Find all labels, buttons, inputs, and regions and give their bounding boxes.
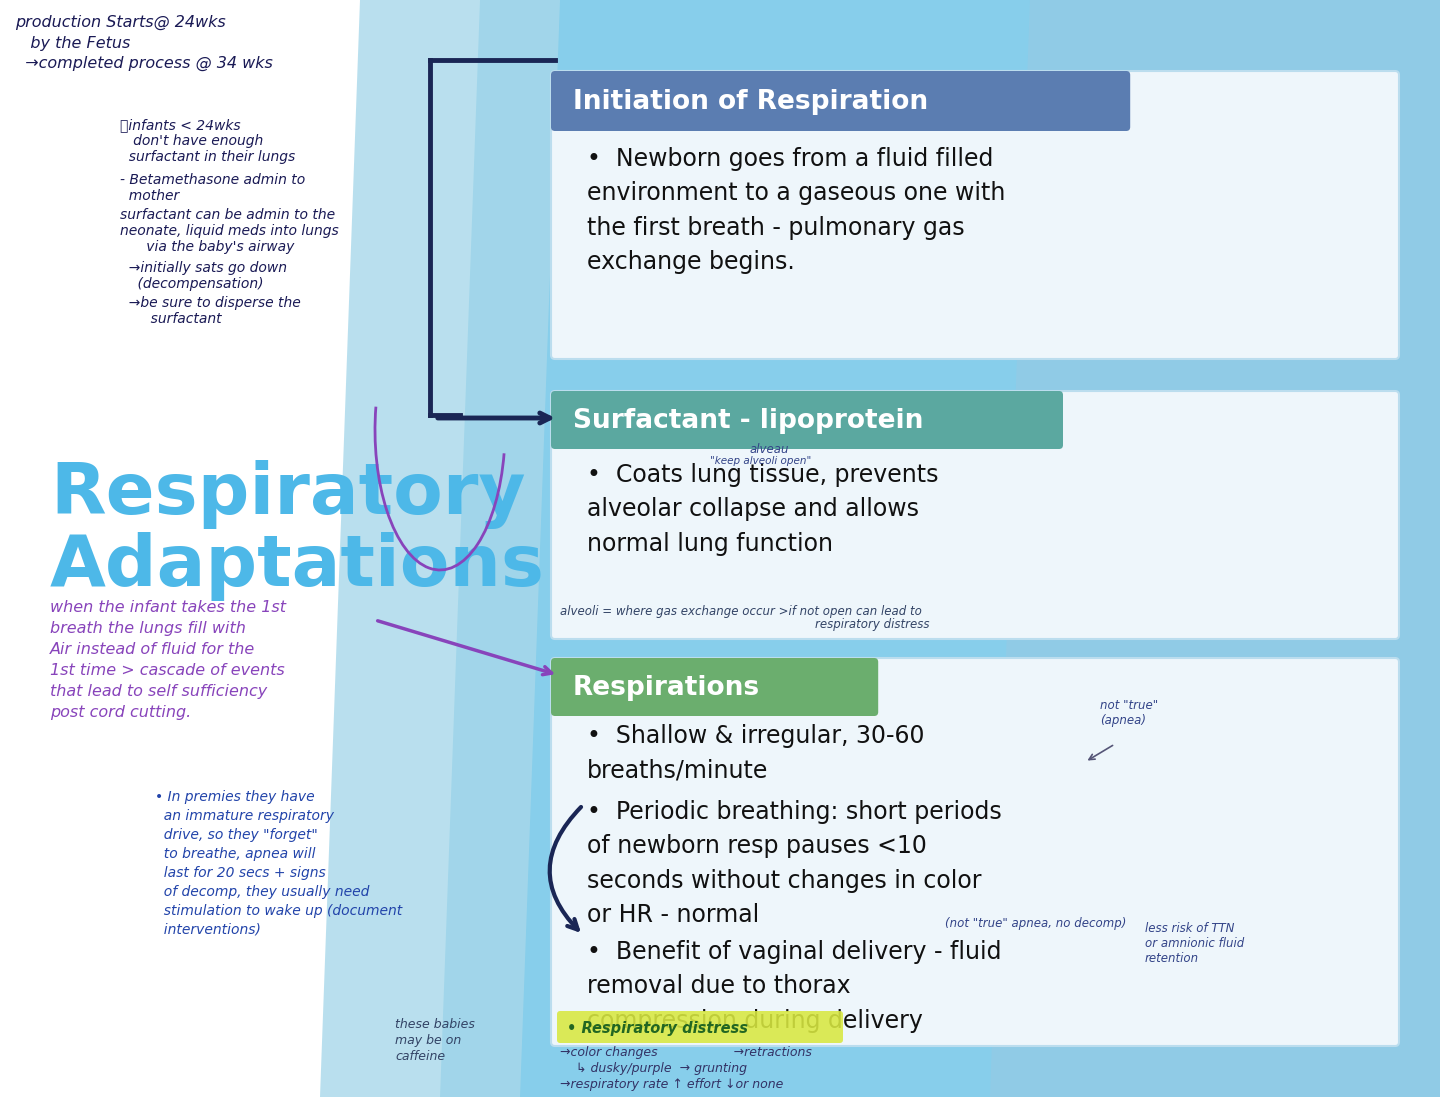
Text: - Betamethasone admin to: - Betamethasone admin to — [120, 173, 305, 186]
FancyBboxPatch shape — [552, 71, 1400, 359]
Text: these babies
may be on
caffeine: these babies may be on caffeine — [395, 1018, 475, 1063]
Text: →be sure to disperse the: →be sure to disperse the — [120, 296, 301, 310]
Polygon shape — [320, 0, 560, 1097]
Text: →respiratory rate ↑ effort ↓or none: →respiratory rate ↑ effort ↓or none — [560, 1078, 783, 1092]
Text: •  Newborn goes from a fluid filled
environment to a gaseous one with
the first : • Newborn goes from a fluid filled envir… — [588, 147, 1005, 274]
Text: →initially sats go down: →initially sats go down — [120, 261, 287, 275]
Polygon shape — [991, 0, 1440, 1097]
FancyBboxPatch shape — [552, 391, 1063, 449]
Text: →color changes                   →retractions: →color changes →retractions — [560, 1047, 812, 1059]
Text: (not "true" apnea, no decomp): (not "true" apnea, no decomp) — [945, 917, 1126, 930]
Text: •  Shallow & irregular, 30-60
breaths/minute: • Shallow & irregular, 30-60 breaths/min… — [588, 724, 924, 782]
Text: alveau: alveau — [750, 443, 789, 456]
Text: less risk of TTN
or amnionic fluid
retention: less risk of TTN or amnionic fluid reten… — [1145, 921, 1244, 965]
Text: "keep alveoli open": "keep alveoli open" — [710, 456, 811, 466]
FancyBboxPatch shape — [557, 1011, 842, 1043]
FancyBboxPatch shape — [552, 71, 1130, 131]
Text: surfactant: surfactant — [120, 312, 222, 326]
FancyBboxPatch shape — [552, 391, 1400, 638]
Text: Surfactant - lipoprotein: Surfactant - lipoprotein — [573, 408, 923, 434]
Text: not "true"
(apnea): not "true" (apnea) — [1100, 699, 1158, 727]
Text: surfactant in their lungs: surfactant in their lungs — [120, 150, 295, 163]
Text: neonate, liquid meds into lungs: neonate, liquid meds into lungs — [120, 224, 338, 238]
Text: when the infant takes the 1st
breath the lungs fill with
Air instead of fluid fo: when the infant takes the 1st breath the… — [50, 600, 287, 720]
Text: •  Coats lung tissue, prevents
alveolar collapse and allows
normal lung function: • Coats lung tissue, prevents alveolar c… — [588, 463, 939, 556]
Text: (decompensation): (decompensation) — [120, 278, 264, 291]
Text: via the baby's airway: via the baby's airway — [120, 240, 294, 255]
Text: ↳ dusky/purple  → grunting: ↳ dusky/purple → grunting — [560, 1062, 747, 1075]
Text: mother: mother — [120, 189, 179, 203]
Text: respiratory distress: respiratory distress — [560, 618, 929, 631]
Text: Initiation of Respiration: Initiation of Respiration — [573, 89, 929, 115]
Text: ⓘinfants < 24wks: ⓘinfants < 24wks — [120, 118, 240, 132]
Text: Respiratory
Adaptations: Respiratory Adaptations — [50, 460, 544, 601]
Text: Respirations: Respirations — [573, 675, 760, 701]
Text: • In premies they have
  an immature respiratory
  drive, so they "forget"
  to : • In premies they have an immature respi… — [156, 790, 402, 937]
Text: alveoli = where gas exchange occur >if not open can lead to: alveoli = where gas exchange occur >if n… — [560, 606, 922, 618]
FancyBboxPatch shape — [552, 658, 878, 716]
Text: •  Benefit of vaginal delivery - fluid
removal due to thorax
compression during : • Benefit of vaginal delivery - fluid re… — [588, 940, 1001, 1033]
Text: • Respiratory distress: • Respiratory distress — [567, 1020, 747, 1036]
Text: •  Periodic breathing: short periods
of newborn resp pauses <10
seconds without : • Periodic breathing: short periods of n… — [588, 800, 1002, 927]
Polygon shape — [441, 0, 1440, 1097]
Text: production Starts@ 24wks
   by the Fetus
  →completed process @ 34 wks: production Starts@ 24wks by the Fetus →c… — [14, 15, 272, 71]
Text: don't have enough: don't have enough — [120, 134, 264, 148]
FancyBboxPatch shape — [552, 658, 1400, 1047]
Text: surfactant can be admin to the: surfactant can be admin to the — [120, 208, 336, 222]
